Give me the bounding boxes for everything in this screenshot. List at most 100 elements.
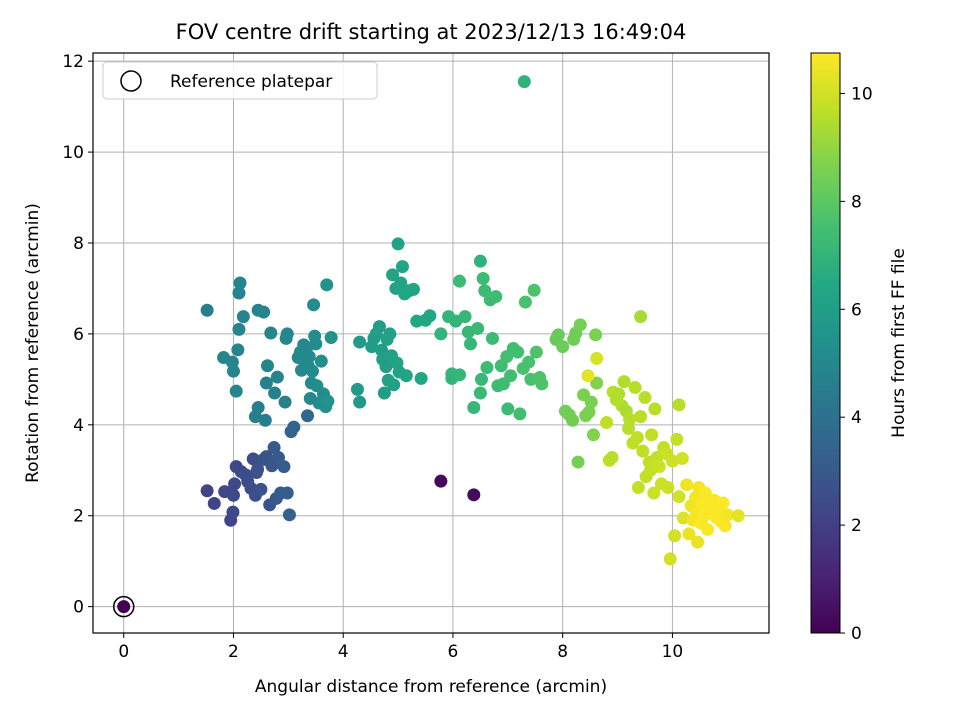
colorbar-tick-label: 2 (851, 516, 862, 536)
data-point (476, 271, 490, 285)
data-point (663, 552, 677, 566)
data-point (228, 477, 242, 491)
x-axis: 0 2 4 6 8 10 (118, 633, 683, 662)
data-point (731, 509, 745, 523)
grid-lines (93, 53, 769, 633)
data-point (233, 276, 247, 290)
data-point (589, 328, 603, 342)
data-point (672, 490, 686, 504)
data-point (668, 529, 682, 543)
data-point (480, 361, 494, 375)
data-point (718, 519, 732, 533)
data-point (207, 496, 221, 510)
data-point (701, 522, 715, 536)
x-tick-label: 4 (338, 642, 349, 662)
data-point (529, 345, 543, 359)
data-point (246, 452, 260, 466)
data-point (320, 278, 334, 292)
data-point (474, 372, 488, 386)
data-point (617, 375, 631, 389)
data-point (309, 337, 323, 351)
data-point (645, 428, 659, 442)
y-tick-label: 6 (73, 325, 84, 345)
data-point (630, 431, 644, 445)
data-point (612, 387, 626, 401)
data-point (489, 290, 503, 304)
data-point (232, 286, 246, 300)
data-point (423, 309, 437, 323)
data-point (467, 401, 481, 415)
data-point (634, 410, 648, 424)
data-point (399, 369, 413, 383)
reference-marker (112, 595, 135, 618)
legend-marker-icon (120, 70, 142, 92)
data-point (634, 310, 648, 324)
data-point (117, 600, 131, 614)
data-point (513, 407, 527, 421)
data-point (691, 535, 705, 549)
x-tick-label: 6 (448, 642, 459, 662)
x-axis-label: Angular distance from reference (arcmin) (255, 677, 607, 697)
colorbar-label: Hours from first FF file (889, 248, 909, 438)
y-axis: 0 2 4 6 8 10 12 (62, 52, 93, 618)
data-point (473, 386, 487, 400)
data-point (226, 505, 240, 519)
data-point (301, 409, 315, 423)
colorbar: 0 2 4 6 8 10 Hours from first FF file (810, 52, 909, 644)
data-point (628, 381, 642, 395)
data-point (414, 371, 428, 385)
data-point (501, 402, 515, 416)
data-point (280, 327, 294, 341)
legend-entry-reference: Reference platepar (170, 72, 332, 92)
data-point (605, 451, 619, 465)
data-point (226, 364, 240, 378)
reference-point (112, 595, 135, 618)
data-point (200, 303, 214, 317)
x-tick-label: 2 (228, 642, 239, 662)
data-point (278, 395, 292, 409)
data-point (518, 295, 532, 309)
data-point (258, 413, 272, 427)
data-point (631, 481, 645, 495)
data-point (586, 428, 600, 442)
data-point (590, 376, 604, 390)
data-point (391, 237, 405, 251)
data-point (682, 527, 696, 541)
data-point (511, 345, 525, 359)
data-point (556, 340, 570, 354)
colorbar-tick-label: 0 (851, 624, 862, 644)
data-point (232, 322, 246, 336)
data-point (268, 386, 282, 400)
data-point (636, 444, 650, 458)
y-tick-label: 0 (73, 598, 84, 618)
data-point (305, 364, 319, 378)
data-point (600, 416, 614, 430)
data-point (647, 486, 661, 500)
data-point (582, 405, 596, 419)
data-point (527, 283, 541, 297)
data-point (698, 486, 712, 500)
y-tick-label: 4 (73, 416, 84, 436)
colorbar-tick-label: 4 (851, 408, 862, 428)
data-point (353, 395, 367, 409)
data-point (287, 420, 301, 434)
data-point (517, 75, 531, 89)
data-point (321, 394, 335, 408)
data-point (226, 488, 240, 502)
data-point (434, 327, 448, 341)
plot-frame (92, 52, 770, 634)
data-point (675, 451, 689, 465)
data-point (277, 460, 291, 474)
data-point (665, 454, 679, 468)
data-point (670, 432, 684, 446)
data-point (267, 441, 281, 455)
data-point (307, 298, 321, 312)
data-point (458, 310, 472, 324)
data-point (236, 310, 250, 324)
y-tick-label: 12 (62, 52, 84, 72)
legend: Reference platepar (102, 61, 378, 100)
data-point (302, 350, 316, 364)
data-point (464, 337, 478, 351)
